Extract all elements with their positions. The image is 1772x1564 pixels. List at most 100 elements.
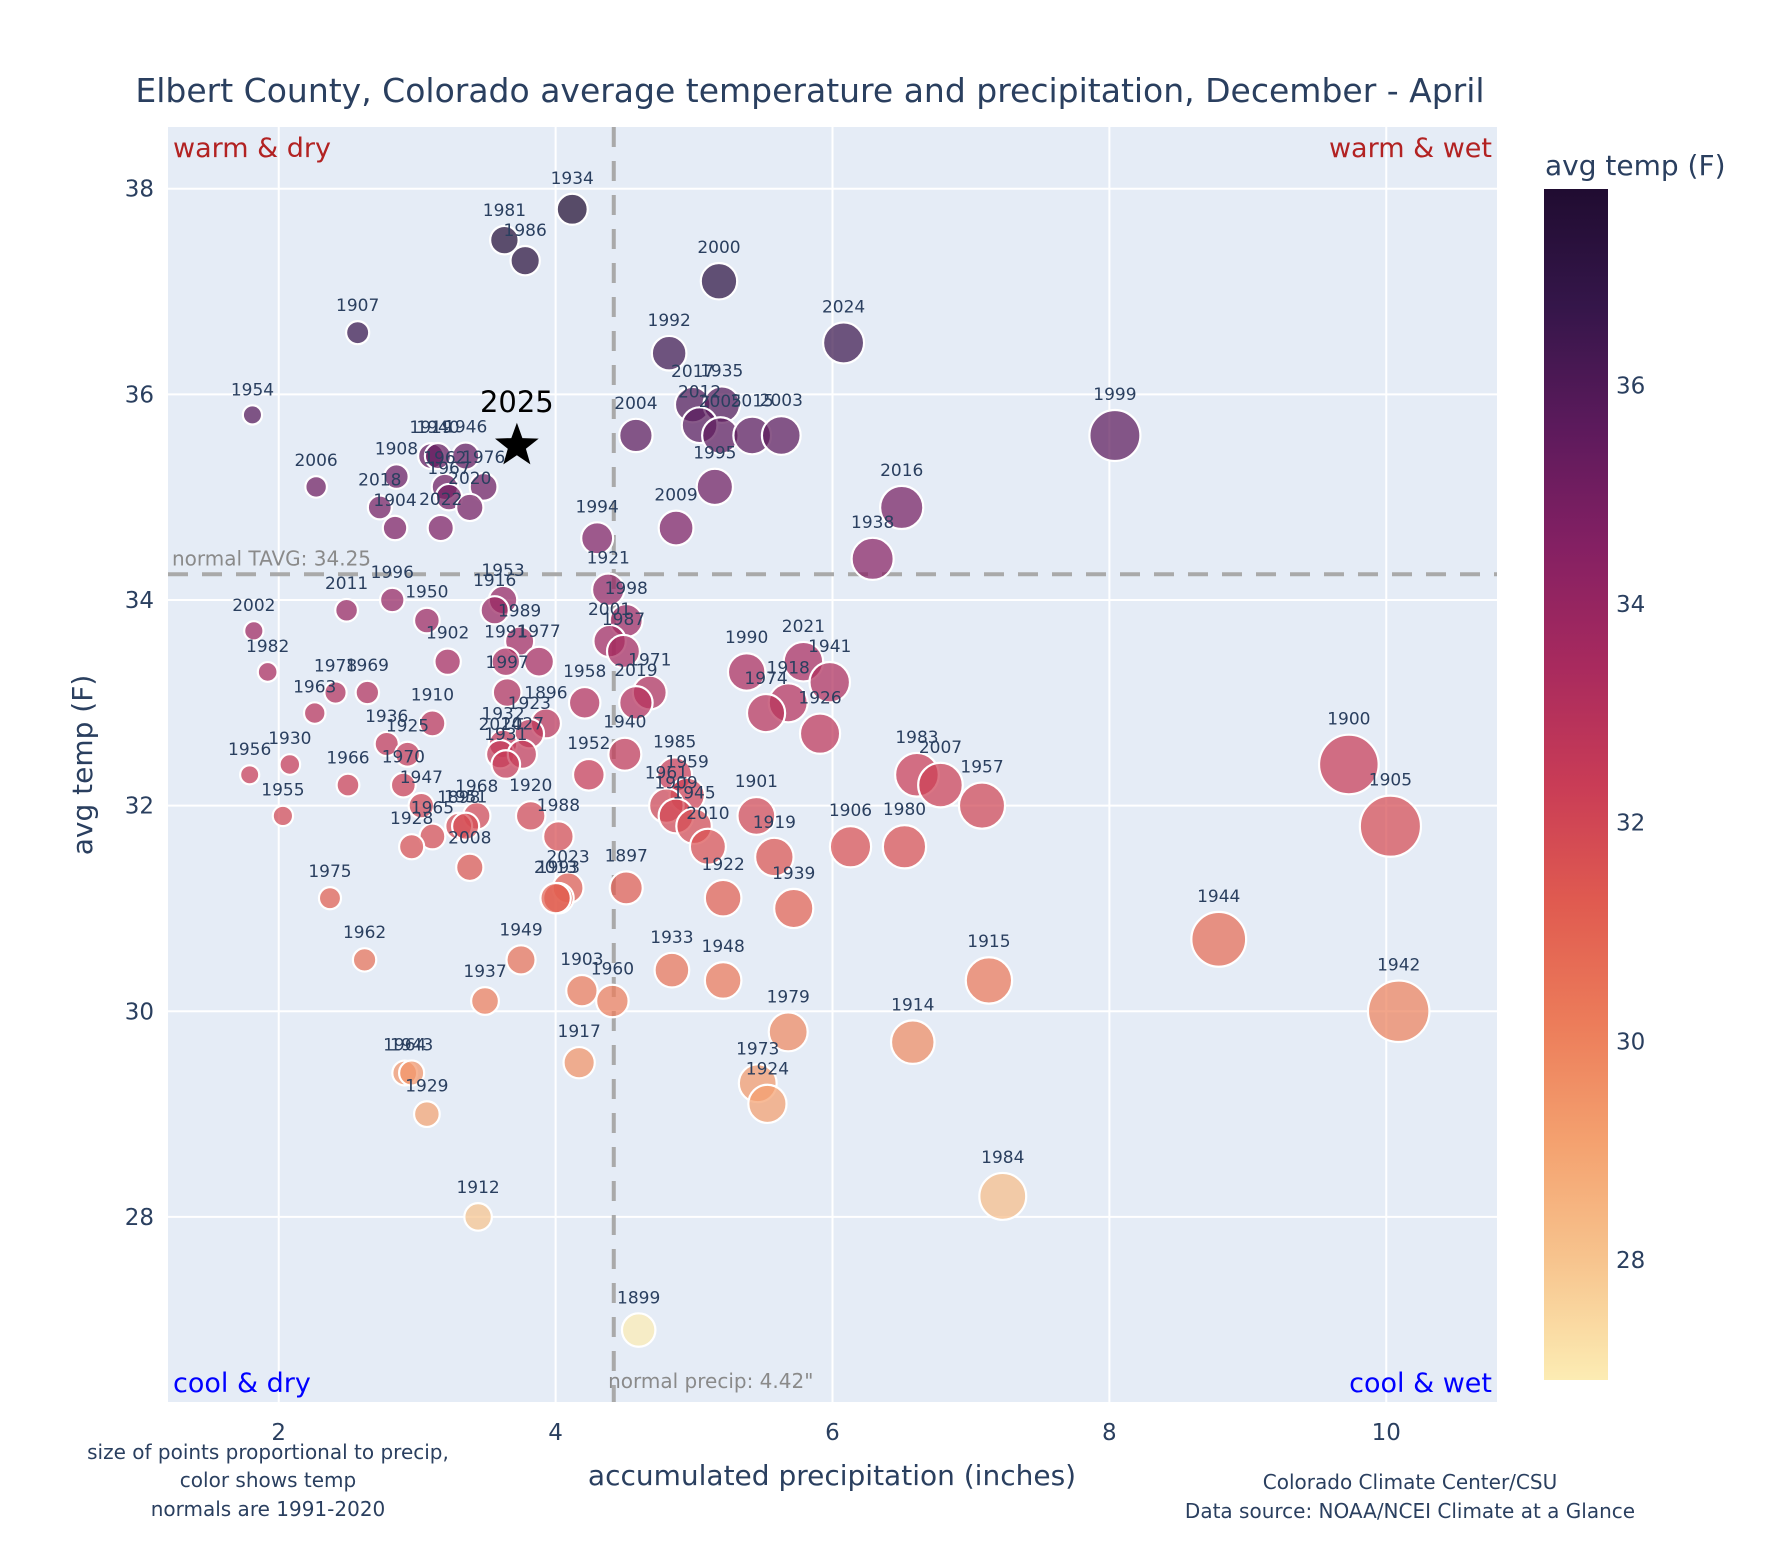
data-point: [239, 764, 261, 786]
point-label: 1960: [591, 960, 634, 980]
data-point: [241, 404, 264, 426]
data-point: [798, 712, 842, 755]
point-label: 1936: [365, 707, 408, 727]
data-point: [821, 321, 866, 365]
point-label: 1910: [411, 685, 454, 705]
point-label: 1985: [653, 732, 696, 752]
point-label: 1903: [560, 950, 603, 970]
data-point: [703, 961, 743, 1000]
data-point: [354, 679, 381, 706]
point-label: 1994: [576, 497, 619, 517]
point-label: 2014: [479, 715, 522, 735]
data-point: [695, 467, 735, 507]
point-label: 1988: [537, 796, 580, 816]
data-point: [271, 804, 295, 828]
x-tick-label: 6: [825, 1420, 840, 1446]
point-label: 1937: [463, 962, 506, 982]
point-label: 2008: [448, 829, 491, 849]
data-point: [398, 833, 426, 861]
normal-temp-label: normal TAVG: 34.25: [172, 546, 371, 570]
x-axis-title: accumulated precipitation (inches): [588, 1459, 1076, 1492]
point-label: 1904: [373, 491, 416, 511]
note-normals-line: normals are 1991-2020: [151, 1497, 386, 1521]
data-point: [608, 870, 644, 906]
point-label: 1955: [261, 781, 304, 801]
point-label: 1919: [409, 418, 452, 438]
point-label: 1914: [891, 995, 934, 1015]
data-point: [490, 749, 522, 780]
point-label: 1935: [700, 361, 743, 381]
data-point: [509, 244, 541, 277]
point-label: 1919: [753, 813, 796, 833]
normal-lines: normal TAVG: 34.25 normal precip: 4.42": [168, 127, 1497, 1402]
point-label: 1946: [444, 417, 487, 437]
point-label: 2003: [760, 391, 803, 411]
point-label: 1949: [499, 920, 542, 940]
point-label: 1964: [383, 1036, 426, 1056]
data-point: [1088, 408, 1142, 463]
data-point: [489, 224, 520, 256]
point-label: 1905: [1369, 771, 1412, 791]
point-label: 1984: [981, 1148, 1024, 1168]
point-label: 1940: [416, 418, 459, 438]
point-label: 1970: [382, 748, 425, 768]
data-point: [767, 1011, 809, 1053]
x-tick-label: 2: [271, 1420, 286, 1446]
point-label: 1898: [437, 788, 480, 808]
point-label: 1953: [481, 561, 524, 581]
point-label: 1929: [405, 1076, 448, 1096]
data-point: [423, 441, 453, 471]
point-label: 1973: [736, 1039, 779, 1059]
data-point: [383, 463, 410, 490]
data-point: [407, 791, 436, 820]
data-point: [455, 492, 485, 523]
point-label: 2017: [671, 362, 714, 382]
data-point: [479, 595, 510, 626]
x-axis-ticks: 2 4 6 8 10: [271, 1420, 1400, 1446]
colorbar-ticks: 28 30 32 34 36: [1616, 374, 1645, 1274]
y-tick-label: 38: [125, 177, 154, 203]
colorbar-tick-label: 32: [1616, 811, 1645, 837]
point-label: 1978: [314, 656, 357, 676]
data-point: [542, 820, 575, 853]
point-label: 1942: [1377, 956, 1420, 976]
point-label: 1940: [603, 713, 646, 733]
point-label: 2011: [325, 574, 368, 594]
data-point: [243, 620, 265, 642]
colorbar-tick-label: 28: [1616, 1248, 1645, 1274]
point-label: 1939: [772, 864, 815, 884]
point-label: 1944: [1197, 887, 1240, 907]
point-label: 2018: [358, 470, 401, 490]
point-label: 2019: [614, 661, 657, 681]
colorbar-title: avg temp (F): [1545, 149, 1726, 182]
point-label: 1931: [484, 725, 527, 745]
note-size-line: size of points proportional to precip,: [87, 1440, 449, 1464]
point-label: 1983: [895, 728, 938, 748]
point-label: 1974: [744, 669, 787, 689]
credit-line: Colorado Climate Center/CSU: [1263, 1470, 1557, 1494]
data-point: [595, 983, 630, 1019]
x-tick-label: 10: [1372, 1420, 1401, 1446]
data-point: [468, 471, 499, 502]
point-label: 1987: [602, 610, 645, 630]
point-label: 1957: [960, 758, 1003, 778]
normal-precip-label: normal precip: 4.42": [608, 1369, 813, 1393]
data-points: [239, 192, 1431, 1348]
point-label: 1965: [411, 799, 454, 819]
colorbar-tick-label: 34: [1616, 592, 1645, 618]
data-point: [366, 494, 393, 521]
data-point: [381, 514, 409, 542]
data-point: [571, 757, 606, 792]
point-label: 1956: [228, 740, 271, 760]
data-point: [302, 701, 327, 725]
data-point: [1317, 733, 1380, 796]
grid-lines: [168, 127, 1497, 1402]
point-label: 1899: [617, 1288, 660, 1308]
point-label: 1941: [808, 637, 851, 657]
point-label: 1909: [654, 773, 697, 793]
data-point: [889, 1019, 936, 1065]
point-label: 1975: [308, 862, 351, 882]
data-point: [426, 513, 455, 543]
point-label: 1945: [672, 783, 715, 803]
